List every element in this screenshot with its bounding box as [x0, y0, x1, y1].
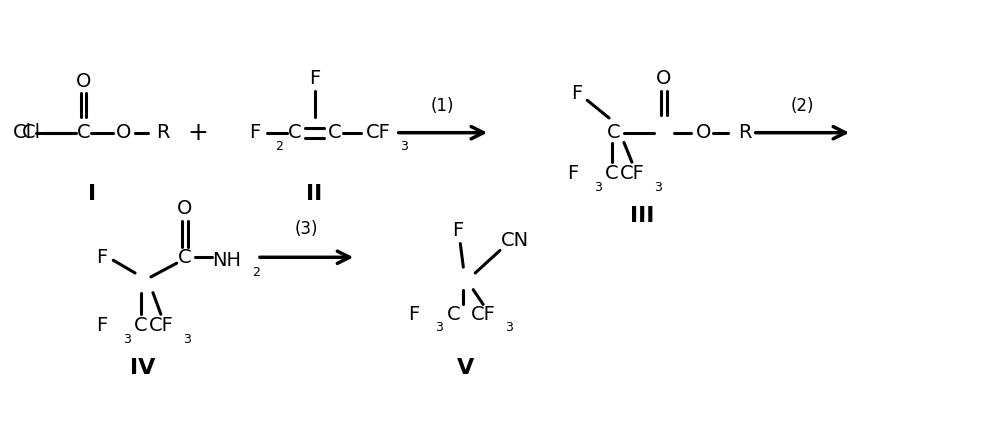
Text: 2: 2: [275, 140, 283, 153]
Text: O: O: [656, 69, 671, 88]
Text: R: R: [156, 123, 170, 142]
Text: 2: 2: [252, 266, 260, 280]
Text: C: C: [134, 317, 148, 336]
Text: +: +: [187, 121, 208, 145]
Text: 3: 3: [183, 333, 191, 346]
Text: C: C: [605, 164, 619, 183]
Text: F: F: [96, 248, 107, 267]
Text: C: C: [178, 248, 191, 267]
Text: CF: CF: [366, 123, 390, 142]
Text: (1): (1): [431, 97, 454, 115]
Text: CF: CF: [619, 164, 644, 183]
Text: O: O: [177, 199, 192, 218]
Text: 3: 3: [400, 140, 408, 153]
Text: CF: CF: [471, 305, 496, 324]
Text: F: F: [309, 69, 320, 88]
Text: F: F: [567, 164, 578, 183]
Text: C: C: [447, 305, 460, 324]
Text: C: C: [288, 123, 302, 142]
Text: O: O: [76, 72, 91, 91]
Text: O: O: [696, 123, 711, 142]
Text: II: II: [306, 183, 323, 203]
Text: 3: 3: [654, 181, 662, 194]
Text: 3: 3: [436, 321, 443, 334]
Text: I: I: [88, 183, 96, 203]
Text: Cl: Cl: [12, 123, 32, 142]
Text: Cl: Cl: [22, 123, 41, 142]
Text: F: F: [408, 305, 419, 324]
Text: CF: CF: [148, 317, 173, 336]
Text: R: R: [738, 123, 752, 142]
Text: F: F: [249, 123, 261, 142]
Text: III: III: [630, 206, 654, 226]
Text: C: C: [77, 123, 90, 142]
Text: (2): (2): [791, 97, 814, 115]
Text: F: F: [452, 221, 463, 240]
Text: V: V: [457, 358, 474, 378]
Text: 3: 3: [123, 333, 131, 346]
Text: C: C: [607, 123, 621, 142]
Text: IV: IV: [130, 358, 156, 378]
Text: 3: 3: [594, 181, 602, 194]
Text: O: O: [115, 123, 131, 142]
Text: 3: 3: [505, 321, 513, 334]
Text: F: F: [571, 84, 582, 103]
Text: C: C: [328, 123, 341, 142]
Text: CN: CN: [501, 231, 529, 250]
Text: (3): (3): [295, 220, 318, 238]
Text: F: F: [96, 317, 107, 336]
Text: NH: NH: [212, 251, 241, 270]
